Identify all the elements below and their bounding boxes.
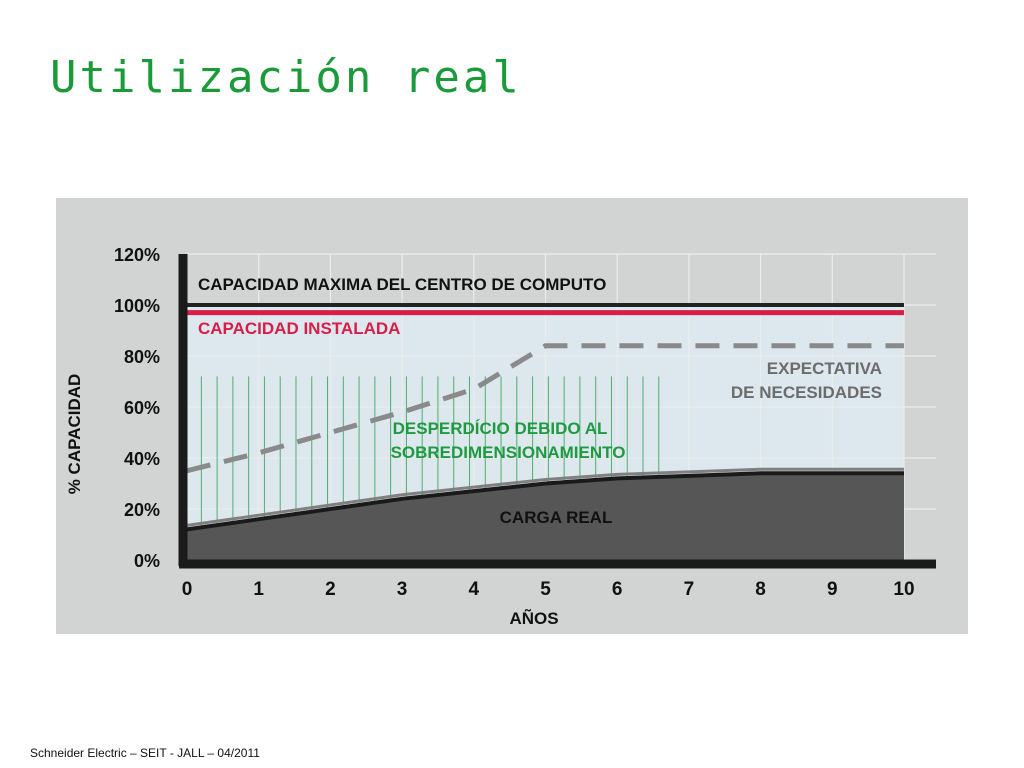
x-tick-label: 4 [469, 579, 480, 600]
y-tick-label: 120% [114, 245, 160, 265]
waste-label-line2: SOBREDIMENSIONAMIENTO [391, 443, 626, 462]
load-label: CARGA REAL [500, 508, 613, 527]
expectation-label-line2: DE NECESIDADES [731, 383, 882, 402]
x-tick-label: 10 [893, 579, 914, 600]
load-area-edge [186, 467, 904, 527]
y-tick-label: 80% [124, 347, 160, 367]
waste-label-line1: DESPERDÍCIO DEBIDO AL [393, 419, 608, 438]
y-axis-label: % CAPACIDAD [65, 374, 84, 495]
y-tick-label: 20% [124, 500, 160, 520]
capacity-lines [186, 303, 904, 474]
x-tick-label: 6 [612, 579, 623, 600]
tick-labels: 0% 20% 40% 60% 80% 100% 120% 0 1 2 3 4 5 6 7 8 9 10 [114, 245, 915, 600]
chart-panel: 0% 20% 40% 60% 80% 100% 120% 0 1 2 3 4 5 6 7 8 9 10 % CAP… [56, 198, 968, 634]
footer-credit: Schneider Electric – SEIT - JALL – 04/20… [30, 746, 260, 760]
y-tick-label: 0% [134, 551, 160, 571]
y-tick-label: 100% [114, 296, 160, 316]
load-area [186, 467, 904, 560]
slide-title: Utilización real [50, 52, 522, 103]
y-tick-label: 60% [124, 398, 160, 418]
x-tick-label: 1 [253, 579, 264, 600]
x-tick-label: 0 [182, 579, 193, 600]
max-capacity-label: CAPACIDAD MAXIMA DEL CENTRO DE COMPUTO [198, 275, 606, 294]
x-tick-label: 7 [684, 579, 695, 600]
load-area-fill [187, 473, 904, 560]
installed-capacity-label: CAPACIDAD INSTALADA [198, 319, 400, 338]
expectation-line [186, 343, 904, 474]
x-tick-label: 5 [540, 579, 551, 600]
waste-area [200, 376, 660, 528]
x-tick-label: 3 [397, 579, 408, 600]
y-tick-label: 40% [124, 449, 160, 469]
x-tick-label: 9 [827, 579, 838, 600]
expectation-label-line1: EXPECTATIVA [767, 359, 882, 378]
capacity-chart: 0% 20% 40% 60% 80% 100% 120% 0 1 2 3 4 5 6 7 8 9 10 % CAP… [65, 245, 936, 628]
x-tick-label: 8 [755, 579, 766, 600]
load-line [186, 471, 904, 532]
axes [178, 254, 936, 569]
x-axis-label: AÑOS [509, 608, 558, 628]
x-tick-label: 2 [325, 579, 336, 600]
